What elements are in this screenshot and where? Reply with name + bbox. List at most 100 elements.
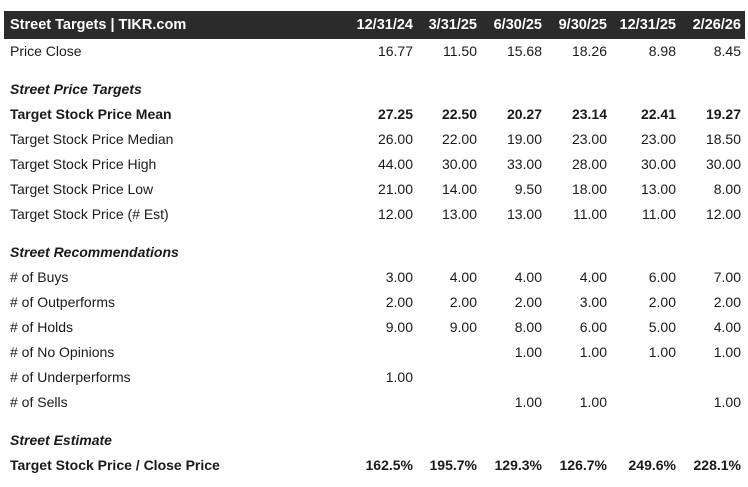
table-row-no-opinions: # of No Opinions 1.00 1.00 1.00 1.00 [4, 340, 745, 365]
table-cell: 23.00 [640, 131, 676, 147]
section-heading-price-targets: Street Price Targets [4, 77, 745, 102]
table-cell: 228.1% [693, 457, 741, 473]
table-cell: 15.68 [506, 43, 542, 59]
section-heading-recommendations: Street Recommendations [4, 240, 745, 265]
table-cell: 8.00 [713, 181, 741, 197]
row-label: # of Sells [10, 394, 68, 410]
table-cell: 13.00 [441, 206, 477, 222]
table-cell: 23.14 [571, 106, 607, 122]
section-label: Street Estimate [10, 432, 112, 448]
row-label: # of Underperforms [10, 369, 131, 385]
table-cell: 1.00 [385, 369, 413, 385]
table-cell: 9.00 [385, 319, 413, 335]
table-row-underperforms: # of Underperforms 1.00 [4, 365, 745, 390]
table-cell: 1.00 [579, 394, 607, 410]
table-cell: 20.27 [506, 106, 542, 122]
table-cell: 8.98 [648, 43, 676, 59]
table-cell: 8.45 [713, 43, 741, 59]
table-cell: 30.00 [441, 156, 477, 172]
table-cell: 22.41 [640, 106, 676, 122]
table-cell: 1.00 [579, 344, 607, 360]
row-label: # of Buys [10, 269, 69, 285]
table-cell: 6.00 [579, 319, 607, 335]
table-cell: 14.00 [441, 181, 477, 197]
table-cell: 13.00 [506, 206, 542, 222]
table-cell: 12.00 [705, 206, 741, 222]
column-header: 9/30/25 [558, 17, 607, 33]
table-cell: 195.7% [429, 457, 477, 473]
column-header: 12/31/24 [356, 17, 413, 33]
table-title: Street Targets | TIKR.com [10, 17, 187, 33]
section-label: Street Price Targets [10, 81, 142, 97]
table-cell: 162.5% [365, 457, 413, 473]
row-label: Target Stock Price (# Est) [10, 206, 169, 222]
table-cell: 5.00 [648, 319, 676, 335]
table-cell: 2.00 [449, 294, 477, 310]
table-cell: 2.00 [514, 294, 542, 310]
table-row-target-est: Target Stock Price (# Est) 12.00 13.00 1… [4, 202, 745, 227]
row-label: Target Stock Price Low [10, 181, 154, 197]
column-header: 3/31/25 [428, 17, 477, 33]
table-cell: 1.00 [713, 394, 741, 410]
column-header: 6/30/25 [493, 17, 542, 33]
row-label: # of No Opinions [10, 344, 115, 360]
row-label: Target Stock Price Median [10, 131, 174, 147]
table-cell: 2.00 [648, 294, 676, 310]
table-cell: 12.00 [377, 206, 413, 222]
table-cell: 21.00 [377, 181, 413, 197]
table-cell: 22.50 [441, 106, 477, 122]
table-cell: 13.00 [640, 181, 676, 197]
table-cell: 18.26 [571, 43, 607, 59]
table-row-target-high: Target Stock Price High 44.00 30.00 33.0… [4, 152, 745, 177]
table-cell: 19.27 [705, 106, 741, 122]
table-cell: 11.00 [573, 206, 607, 222]
table-cell: 4.00 [449, 269, 477, 285]
column-header: 2/26/26 [692, 17, 741, 33]
row-label: Target Stock Price High [10, 156, 157, 172]
table-cell: 1.00 [713, 344, 741, 360]
table-cell: 129.3% [494, 457, 542, 473]
table-row-buys: # of Buys 3.00 4.00 4.00 4.00 6.00 7.00 [4, 265, 745, 290]
section-heading-estimate: Street Estimate [4, 428, 745, 453]
table-cell: 30.00 [640, 156, 676, 172]
table-cell: 18.00 [571, 181, 607, 197]
table-cell: 11.50 [443, 43, 477, 59]
table-row-holds: # of Holds 9.00 9.00 8.00 6.00 5.00 4.00 [4, 315, 745, 340]
table-cell: 1.00 [514, 344, 542, 360]
table-cell: 249.6% [628, 457, 676, 473]
table-row-target-mean: Target Stock Price Mean 27.25 22.50 20.2… [4, 102, 745, 127]
table-cell: 8.00 [514, 319, 542, 335]
table-cell: 6.00 [648, 269, 676, 285]
row-label: Target Stock Price / Close Price [10, 457, 220, 473]
table-cell: 1.00 [514, 394, 542, 410]
table-row-target-median: Target Stock Price Median 26.00 22.00 19… [4, 127, 745, 152]
table-cell: 16.77 [377, 43, 413, 59]
table-row-price-close: Price Close 16.77 11.50 15.68 18.26 8.98… [4, 39, 745, 64]
row-label: # of Holds [10, 319, 74, 335]
table-cell: 4.00 [579, 269, 607, 285]
table-row-target-close-ratio: Target Stock Price / Close Price 162.5% … [4, 453, 745, 478]
table-cell: 18.50 [705, 131, 741, 147]
table-cell: 22.00 [441, 131, 477, 147]
table-cell: 23.00 [571, 131, 607, 147]
column-header: 12/31/25 [619, 17, 676, 33]
table-cell: 9.50 [514, 181, 542, 197]
table-row-target-low: Target Stock Price Low 21.00 14.00 9.50 … [4, 177, 745, 202]
row-label: Price Close [10, 43, 82, 59]
table-cell: 126.7% [559, 457, 607, 473]
row-label: Target Stock Price Mean [10, 106, 172, 122]
section-label: Street Recommendations [10, 244, 179, 260]
table-cell: 11.00 [642, 206, 676, 222]
table-cell: 2.00 [713, 294, 741, 310]
row-label: # of Outperforms [10, 294, 116, 310]
table-cell: 19.00 [506, 131, 542, 147]
table-row-outperforms: # of Outperforms 2.00 2.00 2.00 3.00 2.0… [4, 290, 745, 315]
table-row-sells: # of Sells 1.00 1.00 1.00 [4, 390, 745, 415]
table-cell: 33.00 [506, 156, 542, 172]
table-cell: 3.00 [385, 269, 413, 285]
table-cell: 44.00 [377, 156, 413, 172]
table-cell: 4.00 [713, 319, 741, 335]
table-cell: 28.00 [571, 156, 607, 172]
table-cell: 1.00 [648, 344, 676, 360]
